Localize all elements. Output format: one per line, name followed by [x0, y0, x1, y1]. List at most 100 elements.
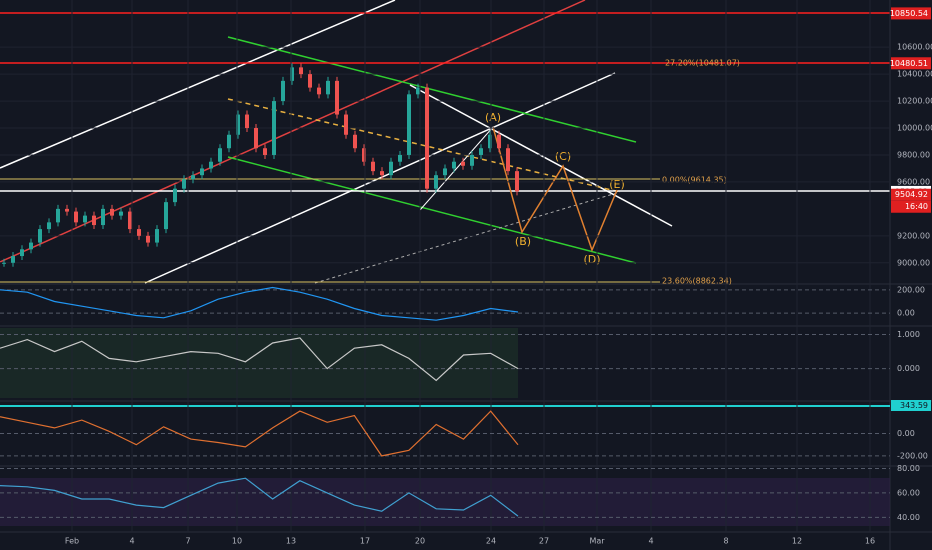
candle [254, 128, 258, 149]
indicator-tick-label: 60.00 [897, 488, 920, 497]
candle [407, 94, 411, 155]
indicator-line [0, 337, 519, 382]
rsi-band [0, 478, 890, 526]
candle [146, 235, 150, 243]
candle [83, 215, 87, 223]
wave-path [492, 126, 618, 253]
candle [452, 161, 456, 169]
price-tick-label: 9800.00 [897, 150, 930, 159]
indicator-tick-label: 0.00 [897, 429, 915, 438]
channel-line [0, 0, 586, 263]
candle [155, 229, 159, 243]
candle [38, 229, 42, 243]
candle [272, 101, 276, 155]
oscillator-band [0, 328, 518, 398]
candle [326, 80, 330, 95]
fib-label: 27.20%(10481.07) [665, 59, 740, 68]
date-label: 8 [723, 537, 728, 546]
candle [137, 229, 141, 236]
price-tick-label: 9600.00 [897, 177, 930, 186]
indicator-tick-label: 1.000 [897, 330, 920, 339]
candle [470, 154, 474, 166]
price-tick-label: 10600.00 [897, 43, 932, 52]
candle [380, 171, 384, 176]
date-label: 4 [648, 537, 653, 546]
indicator-line [0, 410, 519, 457]
candle [335, 80, 339, 115]
indicator-tick-label: 200.00 [897, 285, 925, 294]
candle [299, 67, 303, 75]
wave-label: (A) [485, 111, 501, 124]
cci-badge-label: 343.59 [900, 401, 928, 410]
candle [290, 67, 294, 81]
candle [101, 208, 105, 226]
date-label: 12 [792, 537, 802, 546]
candle [497, 134, 501, 149]
candle [110, 208, 114, 216]
candle [245, 114, 249, 129]
price-tick-label: 10200.00 [897, 97, 932, 106]
channel-line [227, 36, 637, 143]
candle [461, 161, 465, 166]
candle [218, 148, 222, 162]
candle [416, 87, 420, 95]
date-label: 4 [129, 537, 134, 546]
candle [389, 161, 393, 176]
price-badge [891, 57, 931, 70]
date-label: 17 [360, 537, 370, 546]
price-badge-label: 16:40 [905, 202, 928, 211]
candle [281, 80, 285, 102]
candle [263, 148, 267, 155]
price-tick-label: 9200.00 [897, 231, 930, 240]
drawings [0, 0, 890, 284]
date-label: 24 [486, 537, 496, 546]
indicator-tick-label: -200.00 [897, 451, 928, 460]
candle [443, 168, 447, 176]
candle [362, 148, 366, 162]
date-label: Feb [65, 537, 79, 546]
date-label: 7 [185, 537, 190, 546]
candle [479, 148, 483, 155]
indicator-tick-label: 80.00 [897, 464, 920, 473]
trend-line [409, 84, 673, 227]
wave-label: (C) [555, 150, 571, 163]
indicator-tick-label: 0.00 [897, 309, 915, 318]
indicator-line [0, 477, 519, 517]
cci-badge [891, 400, 931, 411]
candle [425, 87, 429, 189]
price-badge [891, 7, 931, 20]
indicator-tick-label: 40.00 [897, 513, 920, 522]
price-badge [891, 200, 931, 213]
wave-label: (E) [609, 178, 625, 191]
wave-label: (B) [515, 235, 531, 248]
indicator-line [0, 286, 519, 321]
indicator-tick-label: 0.000 [897, 364, 920, 373]
channel-line [144, 72, 616, 284]
candle [20, 249, 24, 257]
candle [2, 262, 6, 264]
price-badge-label: 10480.51 [890, 59, 928, 68]
channel-line [227, 156, 637, 264]
candle [515, 171, 519, 192]
candle [65, 208, 69, 212]
candle [182, 179, 186, 189]
fib-label: 0.00%(9614.35) [662, 176, 727, 185]
candle [29, 242, 33, 250]
candle [398, 154, 402, 162]
candle [353, 134, 357, 149]
candle [200, 168, 204, 176]
price-tick-label: 9000.00 [897, 258, 930, 267]
candle [173, 188, 177, 203]
candle [506, 148, 510, 172]
date-label: 13 [286, 537, 296, 546]
trend-line [227, 98, 621, 193]
candle [11, 256, 15, 263]
candle [56, 208, 60, 223]
price-badge-label: 9504.92 [895, 190, 928, 199]
price-tick-label: 10400.00 [897, 70, 932, 79]
candle [128, 211, 132, 230]
candle [119, 211, 123, 216]
